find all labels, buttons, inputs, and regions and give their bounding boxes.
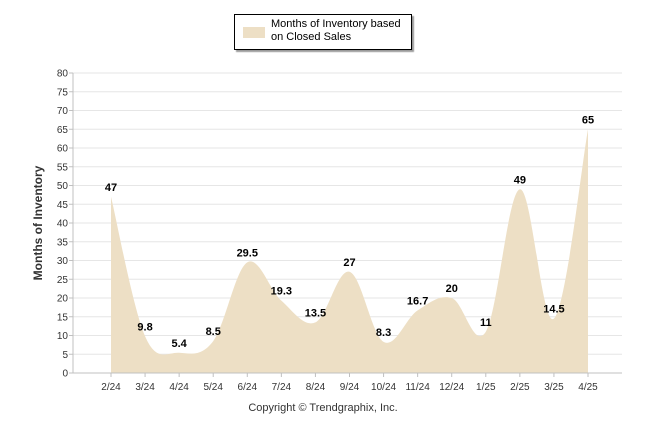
y-tick-label: 60 <box>57 144 69 155</box>
data-label: 47 <box>105 182 117 194</box>
x-tick-label: 11/24 <box>405 382 430 393</box>
y-tick-label: 45 <box>57 200 69 211</box>
y-tick-label: 30 <box>57 256 69 267</box>
y-tick-label: 55 <box>57 162 69 173</box>
y-tick-label: 70 <box>57 106 69 117</box>
data-label: 49 <box>514 174 526 186</box>
data-label: 65 <box>582 114 594 126</box>
data-label: 5.4 <box>171 338 187 350</box>
data-label: 14.5 <box>543 304 564 316</box>
x-tick-label: 4/25 <box>578 382 598 393</box>
x-tick-label: 6/24 <box>238 382 258 393</box>
data-label: 16.7 <box>407 295 428 307</box>
data-label: 11 <box>480 317 492 329</box>
y-tick-label: 50 <box>57 181 69 192</box>
x-tick-label: 5/24 <box>203 382 223 393</box>
legend: Months of Inventory based on Closed Sale… <box>234 14 412 50</box>
x-tick-label: 3/24 <box>135 382 155 393</box>
data-label: 8.3 <box>376 327 391 339</box>
data-label: 9.8 <box>137 321 152 333</box>
legend-label: Months of Inventory based on Closed Sale… <box>271 18 401 43</box>
x-tick-labels: 2/24 3/24 4/24 5/24 6/24 7/24 8/24 9/24 10/24 11/… <box>101 382 598 393</box>
y-tick-label: 0 <box>62 369 68 380</box>
axes <box>69 72 622 377</box>
data-label: 8.5 <box>206 326 221 338</box>
data-labels: 47 9.8 5.4 8.5 29.5 19.3 13.5 27 8.3 16.7 20 11 49 14… <box>105 114 594 350</box>
x-tick-label: 2/24 <box>101 382 121 393</box>
y-tick-label: 15 <box>57 312 69 323</box>
y-tick-label: 20 <box>57 294 69 305</box>
data-label: 27 <box>343 257 355 269</box>
y-tick-label: 40 <box>57 219 69 230</box>
x-tick-label: 2/25 <box>510 382 530 393</box>
legend-swatch <box>243 27 265 38</box>
copyright-text: Copyright © Trendgraphix, Inc. <box>248 402 398 414</box>
x-tick-label: 4/24 <box>169 382 189 393</box>
x-tick-label: 3/25 <box>544 382 564 393</box>
y-tick-label: 5 <box>62 350 68 361</box>
x-tick-label: 12/24 <box>439 382 464 393</box>
x-tick-label: 7/24 <box>272 382 292 393</box>
data-label: 20 <box>446 283 458 295</box>
y-tick-label: 35 <box>57 237 69 248</box>
data-label: 13.5 <box>305 307 326 319</box>
data-label: 29.5 <box>237 247 258 259</box>
y-tick-label: 10 <box>57 331 69 342</box>
y-tick-label: 80 <box>57 69 69 80</box>
y-tick-label: 25 <box>57 275 69 286</box>
series-area <box>111 129 588 373</box>
y-tick-label: 75 <box>57 87 69 98</box>
y-tick-label: 65 <box>57 125 69 136</box>
x-tick-label: 10/24 <box>371 382 396 393</box>
x-tick-label: 8/24 <box>306 382 326 393</box>
data-label: 19.3 <box>271 286 292 298</box>
x-tick-label: 1/25 <box>476 382 496 393</box>
plot-area <box>111 129 588 373</box>
y-tick-labels: 0 5 10 15 20 25 30 35 40 45 50 55 60 65 70 75 80 <box>57 69 69 380</box>
x-tick-label: 9/24 <box>340 382 360 393</box>
y-axis-label: Months of Inventory <box>31 165 45 280</box>
